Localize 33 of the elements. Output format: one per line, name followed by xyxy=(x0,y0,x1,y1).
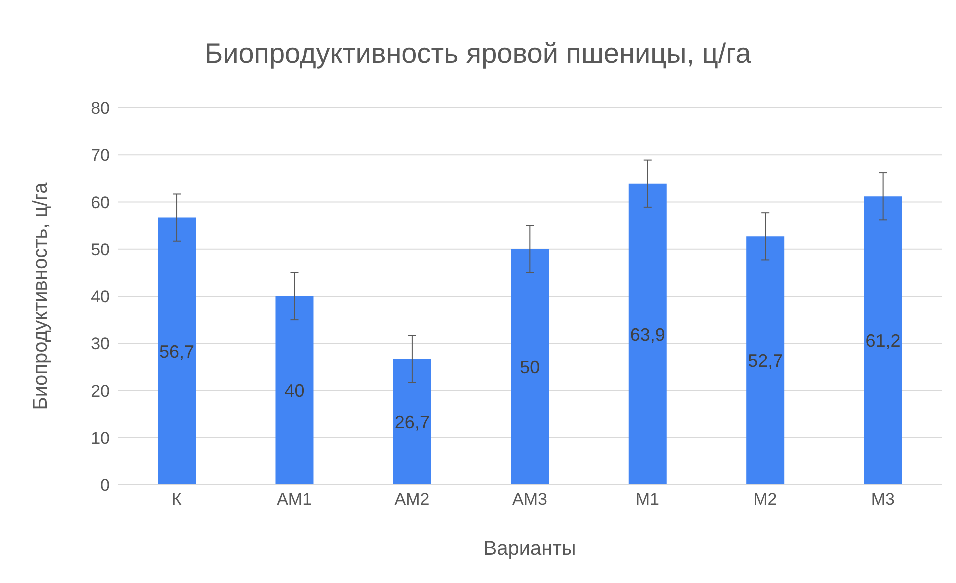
bar xyxy=(158,218,196,485)
data-label: 63,9 xyxy=(630,324,666,345)
bar xyxy=(628,184,667,485)
data-label: 50 xyxy=(520,358,540,378)
y-tick-label: 0 xyxy=(100,476,110,496)
x-tick-label: АМ3 xyxy=(512,490,548,510)
y-tick-label: 60 xyxy=(91,193,110,212)
y-tick-label: 40 xyxy=(91,288,110,307)
y-tick-label: 80 xyxy=(91,99,110,118)
y-axis-title: Биопродуктивность, ц/га xyxy=(30,182,52,410)
data-label: 61,2 xyxy=(866,331,901,352)
x-tick-label: М1 xyxy=(636,490,660,510)
y-tick-label: 20 xyxy=(91,382,110,401)
chart-title: Биопродуктивность яровой пшеницы, ц/га xyxy=(204,38,752,70)
y-tick-label: 50 xyxy=(91,240,110,260)
x-tick-label: АМ1 xyxy=(277,490,312,510)
y-tick-label: 70 xyxy=(91,146,110,166)
bar xyxy=(864,196,902,485)
bar xyxy=(393,359,432,485)
data-label: 40 xyxy=(284,381,305,402)
data-label: 26,7 xyxy=(394,412,430,432)
y-tick-label: 30 xyxy=(91,334,110,354)
x-tick-label: К xyxy=(172,490,182,510)
data-label: 52,7 xyxy=(748,351,784,372)
x-tick-label: М2 xyxy=(754,490,778,510)
bar xyxy=(746,236,785,485)
bar xyxy=(511,249,550,485)
x-tick-label: АМ2 xyxy=(394,490,430,510)
x-axis-title: Варианты xyxy=(484,538,576,560)
bar xyxy=(276,296,314,485)
data-label: 56,7 xyxy=(160,342,195,362)
x-tick-label: М3 xyxy=(871,490,895,510)
y-tick-label: 10 xyxy=(91,428,110,448)
